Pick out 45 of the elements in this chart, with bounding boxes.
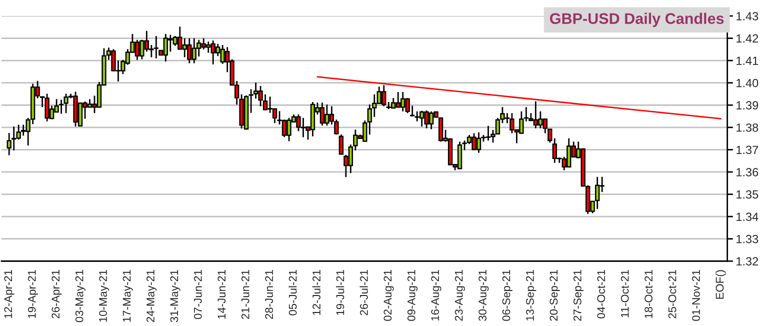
x-tick-label: 20-Sep-21 [550,270,560,321]
x-tick-label: 23-Aug-21 [454,270,465,321]
x-tick-label: 26-Jul-21 [360,270,368,316]
y-tick-label: 1.36 [736,168,758,176]
x-tick-label: 06-Sep-21 [502,270,512,321]
x-tick-label: 13-Sep-21 [526,270,536,320]
x-tick-label: 17-May-21 [122,270,133,322]
y-tick-label: 1.35 [736,190,758,199]
y-tick-label: 1.41 [736,56,758,65]
x-tick-label: 12-Jul-21 [312,270,320,315]
x-tick-label: 01-Nov-21 [692,270,700,321]
x-tick-label: 31-May-21 [170,270,180,322]
y-tick-label: 1.33 [736,234,758,244]
x-tick-label: 03-May-21 [75,270,86,322]
x-tick-label: 10-May-21 [99,270,110,322]
x-tick-label: 19-Jul-21 [336,270,344,315]
y-tick-label: 1.32 [736,257,758,266]
y-tick-label: 1.40 [736,78,758,88]
y-tick-label: 1.38 [736,123,758,132]
y-tick-label: 1.39 [736,101,758,110]
y-tick-label: 1.34 [736,212,758,221]
y-tick-label: 1.43 [736,12,758,20]
x-tick-label: 21-Jun-21 [241,270,250,319]
x-tick-label: 05-Jul-21 [288,270,297,316]
x-tick-label: EOF() [716,270,726,299]
x-tick-label: 24-May-21 [146,270,157,322]
x-tick-label: 07-Jun-21 [194,270,202,320]
x-tick-label: 02-Aug-21 [384,270,394,321]
x-tick-label: 27-Sep-21 [573,270,584,321]
y-tick-label: 1.42 [736,34,758,43]
x-tick-label: 11-Oct-21 [620,270,629,318]
x-tick-label: 25-Oct-21 [668,270,676,318]
x-tick-label: 19-Apr-21 [28,270,38,318]
x-tick-label: 12-Apr-21 [4,270,14,318]
chart-title: GBP-USD Daily Candles [550,12,724,28]
y-tick-label: 1.37 [736,146,758,154]
x-tick-label: 26-Apr-21 [52,270,62,318]
candlestick [338,134,344,155]
x-tick-label: 16-Aug-21 [431,270,442,320]
x-tick-label: 09-Aug-21 [407,270,418,321]
x-tick-label: 14-Jun-21 [218,270,226,319]
x-tick-label: 30-Aug-21 [478,270,489,321]
x-tick-label: 04-Oct-21 [597,270,606,318]
x-tick-label: 18-Oct-21 [644,270,653,318]
x-tick-label: 28-Jun-21 [265,270,273,319]
